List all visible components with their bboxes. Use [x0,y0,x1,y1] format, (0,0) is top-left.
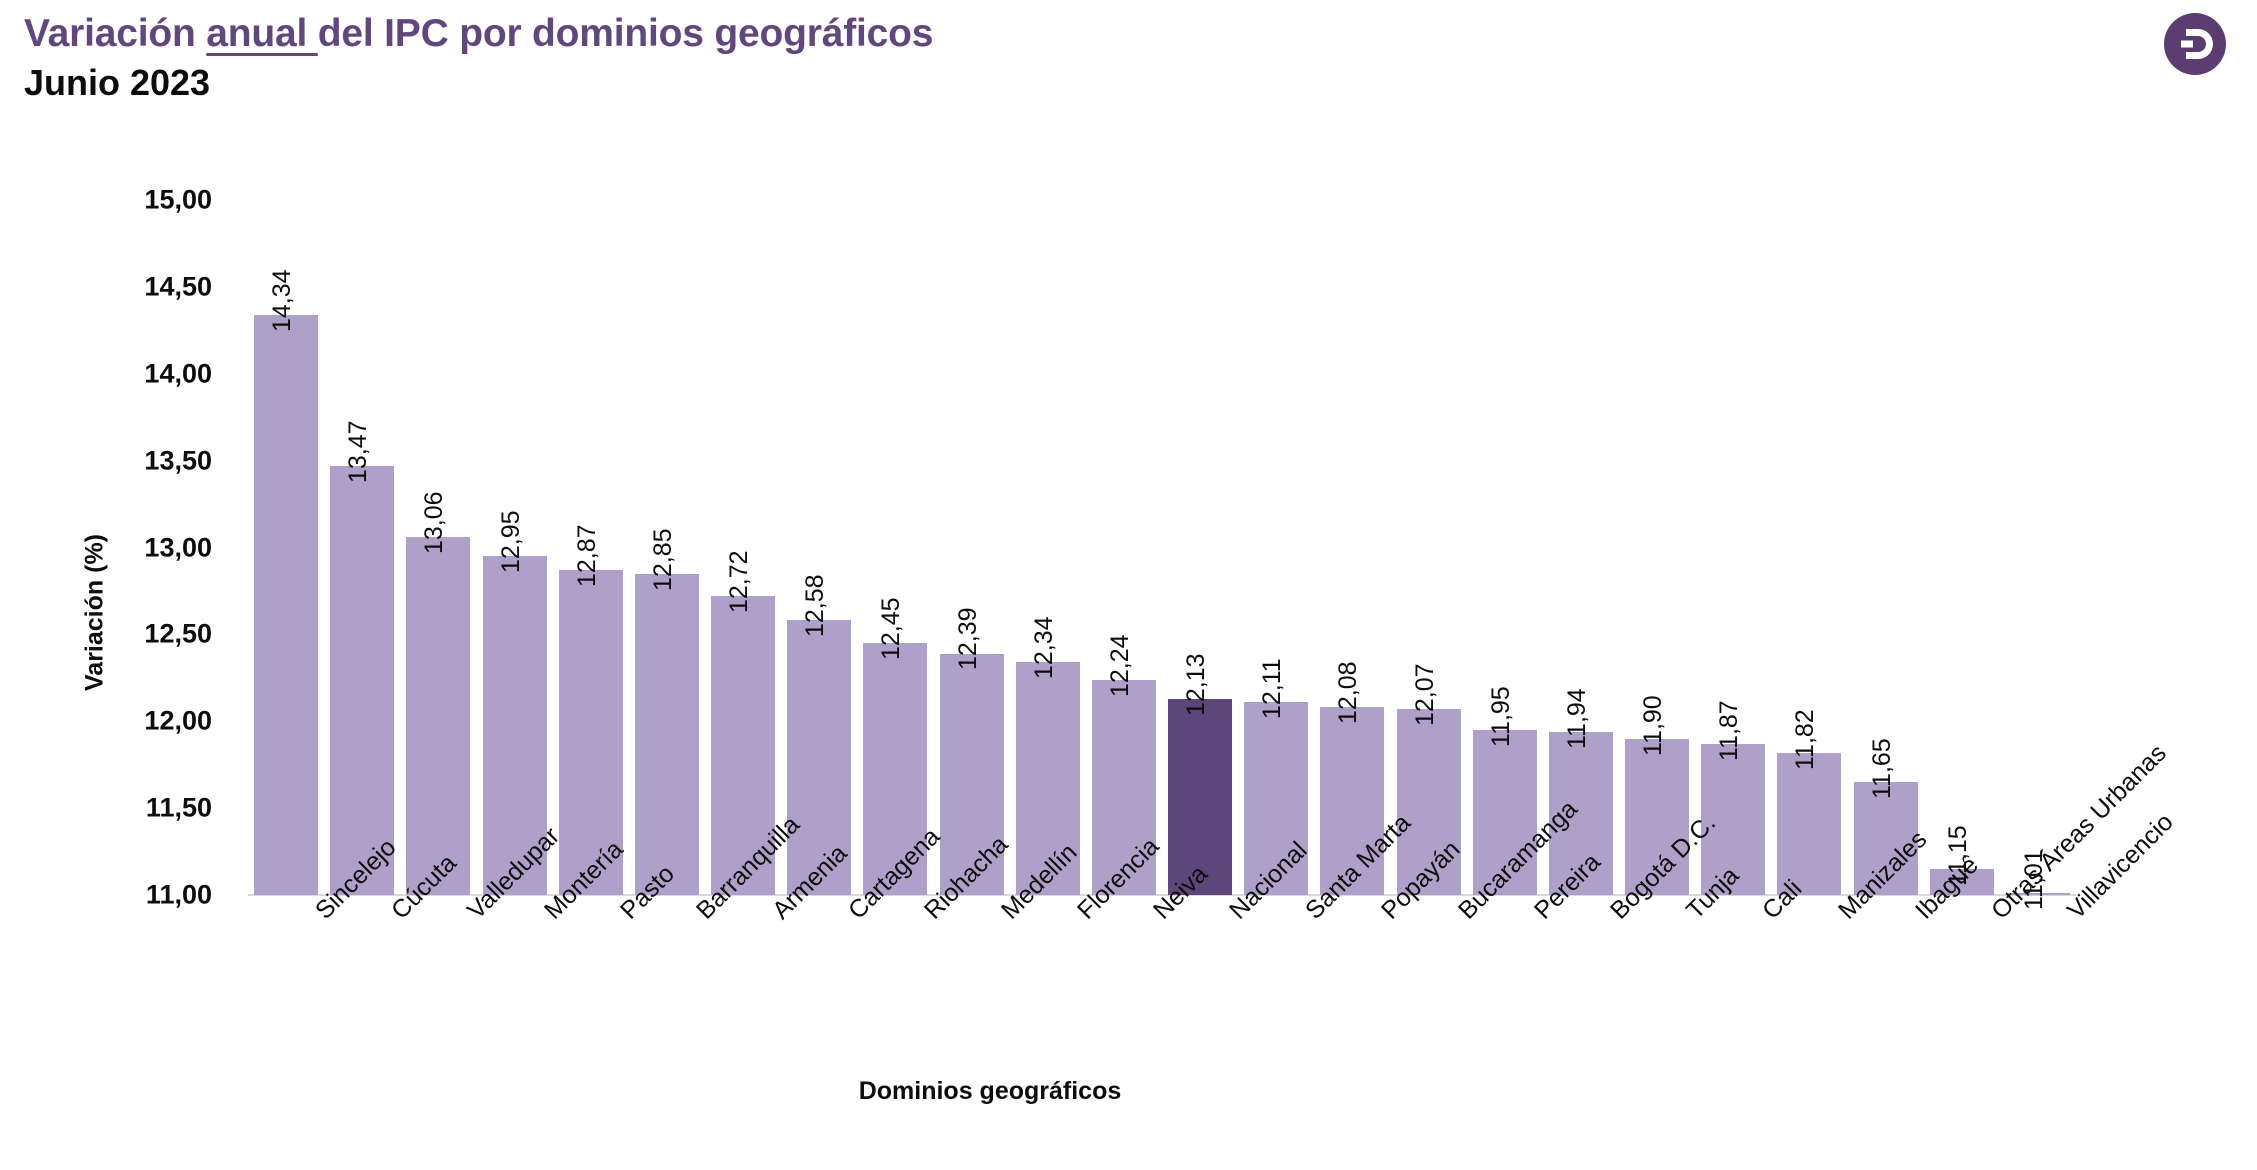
bar-santa-marta[interactable] [1244,702,1309,895]
bar-value-label: 12,24 [1105,633,1134,697]
plot-area: 14,34 13,47 13,06 12,95 12,87 12,85 12,72 12,58… [248,200,2076,910]
x-axis-category-label: Valledupar [462,822,565,926]
bar-florencia[interactable] [1015,662,1080,895]
bar-otras-reas-urbanas[interactable] [1929,868,1994,895]
bar-nacional[interactable] [1168,698,1233,895]
x-axis-category-label: Tunja [1681,861,1744,926]
x-axis-category-label: Bogotá D.C. [1605,808,1722,925]
title-suffix: del IPC por dominios geográficos [317,12,934,55]
bar-value-label: 12,95 [496,510,525,574]
page-title: Variación anual del IPC por dominios geo… [24,12,933,56]
y-axis-tick-label: 11,00 [145,879,212,910]
bar-value-label: 12,07 [1410,663,1439,727]
bar-cartagena[interactable] [787,620,852,895]
x-axis-title: Dominios geográficos [858,1077,1122,1105]
x-axis-category-label: Neiva [1148,860,1213,926]
chart-header: Variación anual del IPC por dominios geo… [0,0,2257,130]
x-axis-category-label: Sincelejo [310,833,402,926]
x-axis-category-label: Pereira [1529,848,1606,926]
x-axis-category-label: Armenia [767,839,853,926]
bar-value-label: 12,08 [1334,661,1363,725]
bar-value-label: 11,95 [1486,686,1515,747]
title-underlined-word: anual [206,12,318,55]
bar-value-label: 11,94 [1562,687,1591,749]
x-axis-category-label: Florencia [1072,832,1165,926]
bar-manizales[interactable] [1777,752,1842,895]
bar-popay-n[interactable] [1320,707,1385,895]
bar-bucaramanga[interactable] [1396,709,1461,895]
bar-value-label: 12,34 [1029,616,1058,680]
x-axis-category-label: Bucaramanga [1453,795,1583,926]
x-axis-category-label: Cartagena [843,822,945,926]
page-subtitle: Junio 2023 [24,62,211,103]
y-axis-tick-label: 12,00 [144,705,212,736]
bar-value-label: 12,11 [1258,658,1287,720]
bar-value-label: 12,13 [1182,653,1211,716]
x-axis-category-label: Santa Marta [1300,809,1416,926]
y-axis-tick-label: 13,50 [144,445,212,476]
bar-value-label: 12,87 [572,524,601,588]
bar-value-label: 14,34 [268,269,297,332]
y-axis-ticks: 15,00 14,50 14,00 13,50 13,00 12,50 12,00 11,50… [0,0,230,1170]
x-axis-category-label: Cúcuta [386,849,462,926]
x-axis-category-label: Villavicencio [2061,808,2179,925]
y-axis-tick-label: 12,50 [144,618,212,649]
bar-valledupar[interactable] [406,537,471,895]
bar-value-label: 12,85 [648,528,677,591]
bar-value-label: 11,82 [1791,708,1820,770]
bar-value-label: 13,06 [420,491,449,555]
bar-sincelejo[interactable] [254,314,319,895]
bar-villavicencio[interactable] [2005,893,2070,895]
y-axis-tick-label: 14,50 [144,271,212,302]
y-axis-tick-label: 14,00 [144,358,212,389]
title-prefix: Variación [24,12,207,55]
bar-value-label: 11,65 [1867,738,1896,800]
y-axis-tick-label: 13,00 [144,532,212,562]
bar-pasto[interactable] [558,570,623,895]
bar-value-label: 11,87 [1715,700,1744,761]
x-axis-category-label: Medellín [996,838,1083,926]
x-axis-baseline [248,894,2076,896]
bar-pereira[interactable] [1472,729,1537,895]
y-axis-tick-label: 11,50 [145,792,212,823]
bar-value-label: 12,58 [801,574,830,638]
bar-tunja[interactable] [1625,738,1690,895]
x-axis-category-label: Montería [539,835,629,926]
x-axis-category-label: Nacional [1224,836,1313,926]
bar-value-label: 13,47 [344,420,373,483]
bar-medell-n[interactable] [939,653,1004,895]
x-axis-category-label: Pasto [615,860,680,926]
bar-armenia[interactable] [711,596,776,895]
bar-barranquilla[interactable] [634,573,699,895]
x-axis-category-label: Otras Áreas Urbanas [1985,738,2172,925]
x-axis-category-label: Riohacha [919,830,1013,926]
x-axis-category-label: Ibagué [1910,851,1984,926]
x-axis-category-label: Barranquilla [691,811,805,926]
bar-riohacha[interactable] [863,643,928,895]
bar-neiva[interactable] [1091,679,1156,895]
bar-value-label: 12,72 [725,550,754,614]
bar-ibagu[interactable] [1853,782,1918,895]
x-axis-category-label: Popayán [1376,835,1466,926]
x-axis-category-label: Cali [1757,874,1808,925]
bar-c-cuta[interactable] [330,465,395,895]
bar-cali[interactable] [1701,743,1766,895]
y-axis-tick-label: 15,00 [144,184,212,215]
dane-logo-icon [2161,10,2229,78]
x-axis-category-label: Manizales [1833,825,1932,926]
bar-monter-a[interactable] [482,556,547,895]
bar-value-label: 11,90 [1639,694,1668,756]
bar-value-label: 12,45 [877,597,906,661]
bar-value-label: 12,39 [953,607,982,671]
bar-bogot-d-c[interactable] [1548,731,1613,895]
